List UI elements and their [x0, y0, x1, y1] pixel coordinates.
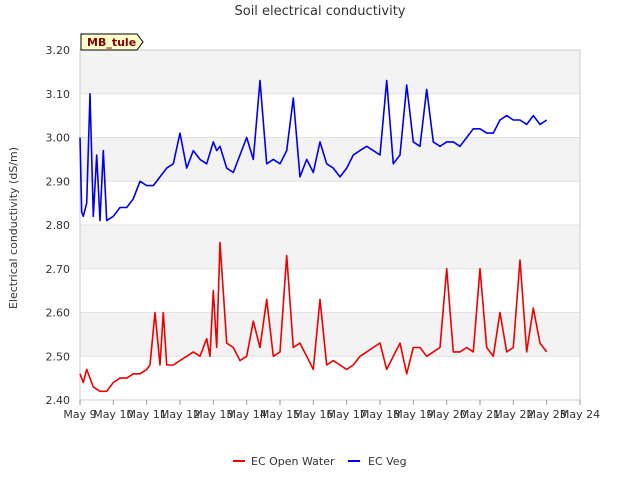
- y-axis-label: Electrical conductivity (dS/m): [7, 147, 20, 309]
- x-tick-label: May 14: [227, 408, 267, 421]
- y-tick-label: 3.20: [46, 44, 71, 57]
- plot-band: [80, 50, 580, 94]
- x-tick-label: May 22: [493, 408, 533, 421]
- x-tick-label: May 16: [293, 408, 333, 421]
- plot-frame: [79, 49, 581, 401]
- plot-band: [80, 225, 580, 269]
- x-tick-label: May 11: [127, 408, 167, 421]
- x-tick-label: May 15: [260, 408, 300, 421]
- x-tick-label: May 9: [63, 408, 96, 421]
- x-tick-label: May 10: [93, 408, 133, 421]
- y-tick-label: 2.70: [46, 263, 71, 276]
- plot-band: [80, 137, 580, 182]
- series-layer: [79, 79, 548, 393]
- site-label: MB_tule: [87, 36, 136, 49]
- x-tick-label: May 18: [360, 408, 400, 421]
- y-tick-label: 2.60: [46, 307, 71, 320]
- chart-title: Soil electrical conductivity: [234, 4, 405, 19]
- site-label-badge: [80, 33, 144, 51]
- legend-label-veg: EC Veg: [368, 455, 407, 468]
- y-tick-label: 3.10: [46, 88, 71, 101]
- x-tick-label: May 24: [560, 408, 600, 421]
- y-tick-label: 3.00: [46, 132, 71, 145]
- series-line-open-water: [79, 241, 548, 393]
- x-tick-label: May 13: [193, 408, 233, 421]
- legend: EC Open Water EC Veg: [233, 455, 407, 468]
- x-tick-label: May 23: [527, 408, 567, 421]
- site-label-box: MB_tule: [80, 33, 144, 51]
- x-tick-label: May 21: [460, 408, 500, 421]
- series-line-veg: [79, 79, 548, 222]
- x-tick-label: May 12: [160, 408, 200, 421]
- y-tick-labels: 2.40 2.50 2.60 2.70 2.80 2.90 3.00 3.10 3.20: [46, 44, 71, 407]
- x-tick-label: May 20: [427, 408, 467, 421]
- y-tick-label: 2.50: [46, 350, 71, 363]
- plot-bands: [80, 50, 580, 357]
- legend-label-open-water: EC Open Water: [251, 455, 335, 468]
- x-tick-label: May 19: [393, 408, 433, 421]
- y-tick-label: 2.90: [46, 175, 71, 188]
- y-tick-label: 2.80: [46, 219, 71, 232]
- y-tick-label: 2.40: [46, 394, 71, 407]
- x-tick-label: May 17: [327, 408, 367, 421]
